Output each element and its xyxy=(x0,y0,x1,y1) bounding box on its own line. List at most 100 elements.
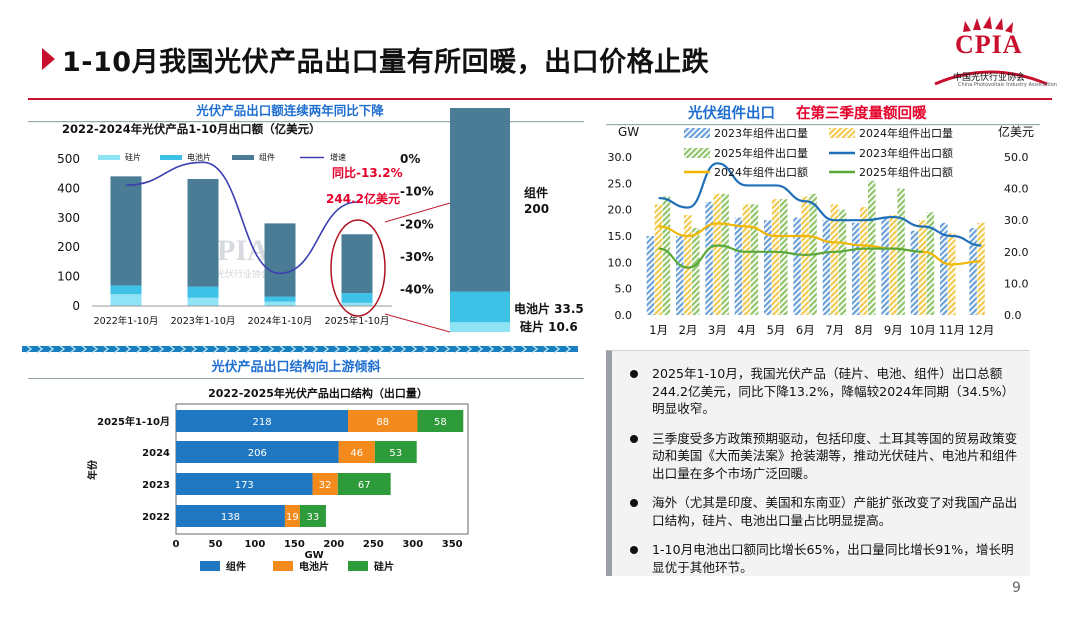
chart3-bar-module xyxy=(176,473,313,495)
zoom-bar-cell xyxy=(450,291,510,323)
chevron-icon xyxy=(520,344,528,354)
chart3-bar-wafer xyxy=(374,441,417,463)
chart2-bar-2023 xyxy=(793,217,801,315)
chart2-bar-2023 xyxy=(969,228,977,315)
chart2-bar-2023 xyxy=(881,217,889,315)
chart1-y-tick: 0 xyxy=(72,299,80,313)
title-arrow-icon xyxy=(42,48,55,70)
chart2-y-tick: 10.0 xyxy=(608,256,633,269)
chart3-data-label: 53 xyxy=(389,448,402,459)
chart2-x-tick: 6月 xyxy=(796,323,815,337)
chart1-y2-tick: -30% xyxy=(400,250,434,264)
chart2-y-tick: 30.0 xyxy=(608,151,633,164)
chevron-icon xyxy=(509,344,517,354)
chart3-bar-cell xyxy=(284,505,300,527)
chevron-icon xyxy=(223,344,231,354)
module-export-chart: 光伏组件出口 在第三季度量额回暖 GW 亿美元 0.0 5.0 10.0 15.0 20.0 25… xyxy=(606,104,1040,337)
chart2-x-tick: 7月 xyxy=(825,323,844,337)
chevron-icon xyxy=(498,344,506,354)
chart2-bar-2025 xyxy=(897,188,905,315)
chart1-banner: 光伏产品出口额连续两年同比下降 xyxy=(195,103,384,118)
chart2-banner-red: 在第三季度量额回暖 xyxy=(796,104,927,122)
chart1-y2-tick: 0% xyxy=(400,152,420,166)
chart2-line-2025 xyxy=(658,244,923,269)
chart2-y-tick: 0.0 xyxy=(615,309,633,322)
chart3-legend-swatch xyxy=(200,561,220,571)
chevron-icon xyxy=(80,344,88,354)
chevron-icon xyxy=(366,344,374,354)
chart3-y-label: 年份 xyxy=(86,459,99,480)
chart2-x-tick: 5月 xyxy=(767,323,786,337)
chart2-bar-2024 xyxy=(918,220,927,315)
chart1-legend-label: 电池片 xyxy=(187,152,211,162)
chart3-y-tick: 2022 xyxy=(142,512,170,523)
chart1-legend-label: 增速 xyxy=(330,152,346,162)
chevron-icon xyxy=(421,344,429,354)
chart3-bar-wafer xyxy=(337,473,391,495)
chart1-bar-wafer xyxy=(264,301,296,306)
chart3-data-label: 19 xyxy=(286,512,299,523)
chart3-x-label: GW xyxy=(304,550,323,561)
chart3-data-label: 58 xyxy=(434,417,447,428)
chart3-bar-cell xyxy=(338,441,375,463)
chart3-bar-cell xyxy=(348,410,418,432)
chevron-icon xyxy=(179,344,187,354)
chart2-y2-tick: 30.0 xyxy=(1004,214,1029,227)
chevron-icon xyxy=(124,344,132,354)
chart1-y2-tick: -20% xyxy=(400,217,434,231)
bullet-text: 三季度受多方政策预期驱动，包括印度、土耳其等国的贸易政策变动和美国《大而美法案》… xyxy=(652,430,1018,481)
chart1-legend-swatch xyxy=(232,155,254,160)
chart3-data-label: 173 xyxy=(235,480,254,491)
zoom-cell-label: 电池片 33.5 xyxy=(514,301,584,316)
chart2-x-tick: 4月 xyxy=(737,323,756,337)
chevron-icon xyxy=(157,344,165,354)
logo-subtitle-en: China Photovoltaic Industry Association xyxy=(958,82,1057,88)
chevron-icon xyxy=(102,344,110,354)
zoom-bar-wafer xyxy=(450,322,510,332)
chart1-x-tick: 2025年1-10月 xyxy=(325,315,390,327)
chevron-icon xyxy=(465,344,473,354)
chart2-y-tick: 5.0 xyxy=(615,283,633,296)
chevron-icon xyxy=(333,344,341,354)
chart3-bar-module xyxy=(176,410,349,432)
chevron-icon xyxy=(36,344,44,354)
chart2-bar-2024 xyxy=(654,204,663,315)
chevron-icon xyxy=(344,344,352,354)
bullet-item: 海外（尤其是印度、美国和东南亚）产能扩张改变了对我国产品出口结构，硅片、电池出口… xyxy=(626,494,1020,529)
chart2-bar-2023 xyxy=(676,236,684,315)
page-number: 9 xyxy=(1012,580,1021,596)
bullet-item: 2025年1-10月，我国光伏产品（硅片、电池、组件）出口总额244.2亿美元，… xyxy=(626,365,1020,418)
chevron-icon xyxy=(168,344,176,354)
chart2-x-tick: 8月 xyxy=(855,323,874,337)
chart1-bar-cell xyxy=(187,286,219,298)
chart2-line-2023 xyxy=(658,162,982,247)
chart2-y2-label: 亿美元 xyxy=(998,124,1034,139)
chart1-bar-module xyxy=(341,234,373,294)
chevron-icon xyxy=(399,344,407,354)
zoom-bar-module xyxy=(450,108,510,292)
chart2-bar-2025 xyxy=(780,199,788,315)
chevron-icon xyxy=(201,344,209,354)
chart3-legend-label: 电池片 xyxy=(299,560,329,573)
chevron-icon xyxy=(454,344,462,354)
chart2-bar-2024 xyxy=(742,204,751,315)
chart2-bar-2023 xyxy=(734,217,743,315)
chart2-bar-2023 xyxy=(705,201,713,315)
export-value-chart: 光伏产品出口额连续两年同比下降 2022-2024年光伏产品1-10月出口额（亿美… xyxy=(28,103,584,334)
chart2-y-tick: 15.0 xyxy=(608,230,633,243)
chart2-x-tick: 12月 xyxy=(968,323,994,337)
bullet-text: 1-10月电池出口额同比增长65%，出口量同比增长91%，增长明显优于其他环节。 xyxy=(652,542,1014,575)
chart3-data-label: 46 xyxy=(350,448,363,459)
chart1-y-tick: 100 xyxy=(57,270,80,284)
chart3-bar-wafer xyxy=(299,505,326,527)
chart2-x-tick: 1月 xyxy=(649,323,668,337)
chart2-x-tick: 2月 xyxy=(679,323,698,337)
chart2-banner-rule xyxy=(606,124,1040,126)
chart2-bar-2025 xyxy=(838,209,847,315)
chart3-data-label: 138 xyxy=(221,512,240,523)
chevron-icon xyxy=(58,344,66,354)
chart1-yoy-annotation: 同比-13.2% xyxy=(332,165,403,180)
chart3-x-tick: 150 xyxy=(284,539,305,550)
chart2-bar-2024 xyxy=(860,207,868,315)
chart1-x-tick: 2023年1-10月 xyxy=(171,315,236,327)
